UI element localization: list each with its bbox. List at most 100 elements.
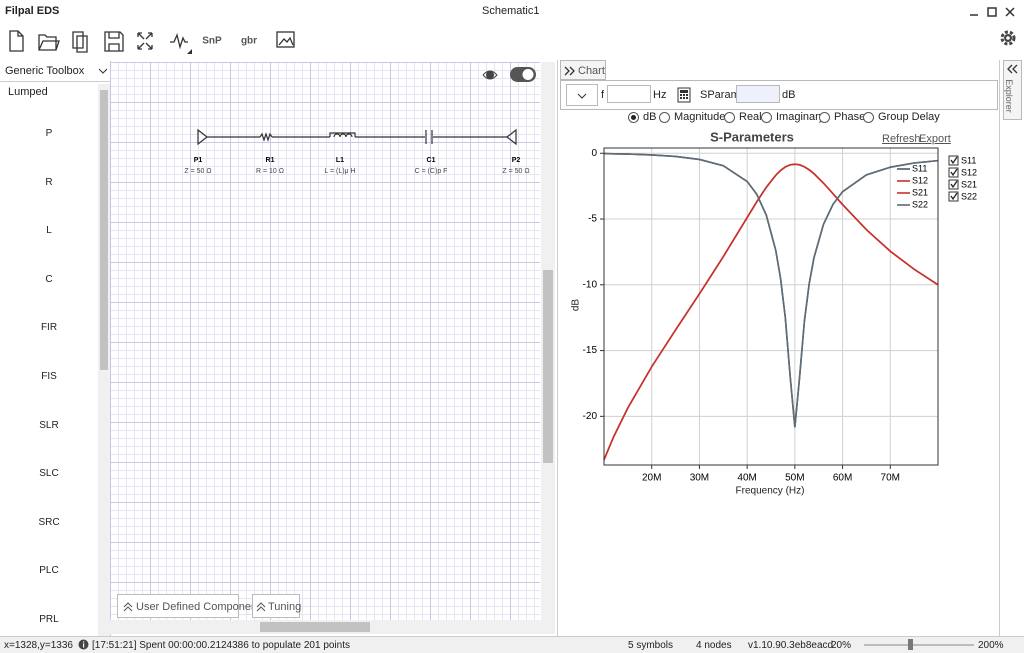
calculator-icon[interactable] [677,87,691,103]
save-icon[interactable] [104,31,124,52]
component-name[interactable]: PRL [39,614,59,625]
component-name[interactable]: PLC [39,565,59,577]
legend-label: S12 [912,175,928,185]
chart-tab[interactable]: Chart [560,60,606,80]
capacitor-symbol[interactable] [425,130,433,144]
component-name[interactable]: FIS [41,371,57,382]
gbr-button[interactable]: gbr [241,36,257,47]
zoom-level: 20% [831,640,852,651]
sparams-input[interactable] [736,85,780,103]
y-axis-label: dB [571,299,582,312]
settings-icon[interactable] [1000,30,1016,46]
schematic-overlay: P1 Z = 50 Ω R1 R = 10 Ω L1 L = (L)μ H C1 C = (C… [184,67,536,175]
x-tick-label: 50M [785,473,804,484]
part-ref: R1 [266,157,275,164]
component-name[interactable]: FIR [40,322,58,334]
component-list: P R L C FIR FIS SLR SLC SRC PLC PRL [0,61,98,636]
toolbox-scrollbar[interactable] [98,84,110,636]
part-ref: C1 [427,157,436,164]
part-value: Z = 50 Ω [184,168,211,175]
simulate-icon[interactable] [170,32,188,50]
x-tick-label: 30M [690,473,709,484]
status-message: [17:51:21] Spent 00:00:00.2124386 to pop… [92,640,350,651]
x-axis-label: Frequency (Hz) [736,486,805,497]
part-value: C = (C)p F [415,168,448,175]
snp-button[interactable]: SnP [202,36,222,47]
s-parameter-chart: S-Parameters Frequency (Hz) dB 0 -5 -10 -15… [571,129,977,497]
toolbox-selector[interactable]: Generic Toolbox [5,65,85,77]
window-controls[interactable] [965,4,1020,20]
zoom-slider[interactable] [864,644,974,646]
legend-label: S11 [912,163,927,173]
series-checkbox[interactable] [948,155,959,166]
x-tick-label: 70M [881,473,900,484]
freq-unit: Hz [653,89,667,101]
copy-file-icon[interactable] [72,31,88,53]
horizontal-scrollbar[interactable] [110,620,555,634]
checkbox-label: S12 [961,167,977,177]
title-bar: Filpal EDS Schematic1 [0,0,1024,23]
y-tick-label: -15 [583,345,598,356]
component-name[interactable]: SRC [38,516,60,528]
scroll-thumb[interactable] [100,90,108,370]
tuning-button[interactable]: Tuning [252,594,301,618]
zoom-thumb[interactable] [908,639,913,650]
new-icon[interactable] [9,30,24,52]
fit-icon[interactable] [137,32,153,50]
series-checkbox[interactable] [948,167,959,178]
wire [197,128,507,146]
sparams-unit: dB [782,89,796,101]
part-value: R = 10 Ω [256,168,284,175]
toolbox-group[interactable]: Lumped [8,86,48,98]
series-line [603,152,939,428]
x-tick-label: 20M [642,473,661,484]
freq-label: f [601,89,605,101]
refresh-link[interactable]: Refresh [882,133,921,145]
inductor-symbol[interactable] [329,132,356,138]
checkbox-label: S11 [961,155,976,165]
series-checkbox[interactable] [948,191,959,202]
radio-button[interactable] [659,112,670,123]
part-value: Z = 50 Ω [502,168,529,175]
schematic-canvas[interactable] [110,62,540,620]
radio-label: Group Delay [878,111,940,123]
component-name[interactable]: L [46,225,52,237]
resistor-symbol[interactable] [259,132,273,142]
image-icon[interactable] [276,31,295,48]
freq-input[interactable] [607,85,651,103]
open-icon[interactable] [38,34,60,51]
scroll-thumb[interactable] [260,622,370,632]
radio-label: Imaginary [776,111,825,123]
export-link[interactable]: Export [919,133,951,145]
checkmark [950,180,958,189]
radio-button[interactable] [761,112,772,123]
component-name[interactable]: SLR [39,419,59,431]
plot-frame [603,147,939,466]
component-name[interactable]: C [45,273,53,285]
port-symbol[interactable] [506,128,517,146]
chart-controls: f Hz SParams dB [560,80,998,110]
radio-label: Phase [834,111,866,123]
explorer-tab[interactable]: Explorer [1003,60,1022,120]
y-tick-label: -20 [583,411,598,422]
radio-button[interactable] [724,112,735,123]
radio-button[interactable] [819,112,830,123]
vertical-scrollbar[interactable] [541,62,555,620]
document-title: Schematic1 [482,5,540,17]
dropdown-arrow[interactable] [98,67,108,75]
component-name[interactable]: SLC [39,468,59,480]
sweep-dropdown[interactable] [566,84,598,106]
scroll-thumb[interactable] [543,270,553,463]
checkbox-label: S21 [961,179,977,189]
visibility-icon[interactable] [486,71,494,79]
part-ref: P2 [512,157,521,164]
radio-button[interactable] [863,112,874,123]
component-name[interactable]: P [45,128,53,139]
radio-dot [631,115,636,120]
y-tick-label: -5 [588,214,597,225]
user-defined-button[interactable]: User Defined Component [117,594,260,618]
series-checkbox[interactable] [948,179,959,190]
component-name[interactable]: R [45,176,53,188]
radio-label: Magnitude [674,111,726,123]
